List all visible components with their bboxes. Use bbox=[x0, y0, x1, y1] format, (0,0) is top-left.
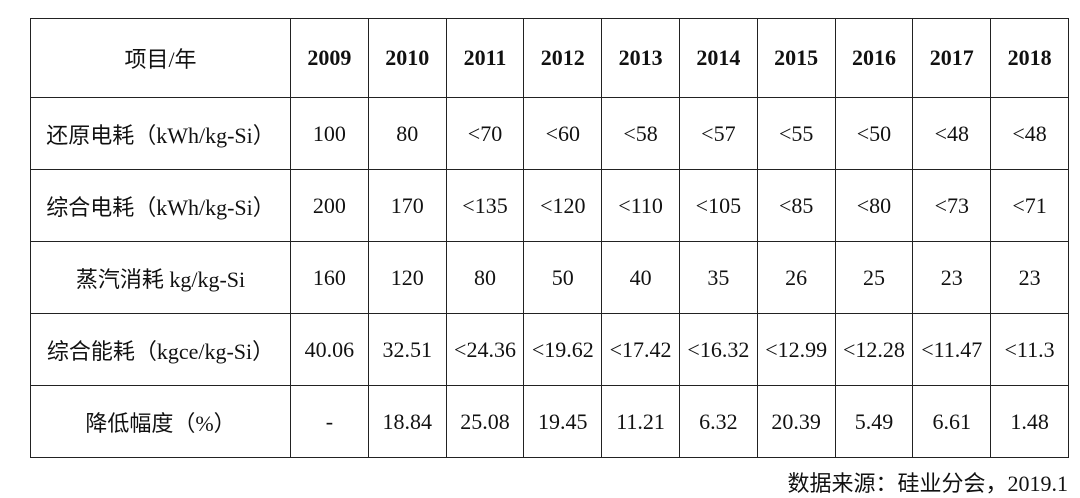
table-cell: 5.49 bbox=[834, 385, 914, 458]
table-row: 降低幅度（%） -18.84 25.08 19.45 11.21 6.32 20.39 5.4… bbox=[30, 385, 1069, 458]
header-cell: 项目/年 bbox=[30, 18, 291, 98]
table-cell: 50 bbox=[523, 241, 603, 314]
header-cell: 2016 bbox=[834, 18, 914, 98]
header-cell: 2015 bbox=[756, 18, 836, 98]
table-cell: <135 bbox=[445, 169, 525, 242]
row-label: 降低幅度（%） bbox=[30, 385, 291, 458]
table-cell: <17.42 bbox=[601, 313, 680, 386]
table-cell: 6.32 bbox=[678, 385, 758, 458]
header-cell: 2009 bbox=[290, 18, 369, 98]
table-cell: <71 bbox=[990, 169, 1069, 242]
table-cell: <120 bbox=[523, 169, 603, 242]
table-cell: <70 bbox=[445, 97, 525, 170]
table-cell: 200 bbox=[290, 169, 369, 242]
table-cell: <48 bbox=[912, 97, 992, 170]
table-cell: <110 bbox=[601, 169, 680, 242]
table-cell: 1.48 bbox=[990, 385, 1069, 458]
table-row: 还原电耗（kWh/kg-Si） 100 80 <70 <60 <58 <57 <55 <50 <4… bbox=[30, 97, 1069, 170]
table-cell: 25.08 bbox=[445, 385, 525, 458]
table-cell: 40.06 bbox=[290, 313, 369, 386]
header-cell: 2012 bbox=[523, 18, 603, 98]
table-cell: <19.62 bbox=[523, 313, 603, 386]
header-row: 项目/年 2009 2010 2011 2012 2013 2014 2015 2016 2017… bbox=[30, 18, 1069, 98]
table-cell: 25 bbox=[834, 241, 914, 314]
table-row: 蒸汽消耗 kg/kg-Si 160 120 80 50 40 35 26 25 23 23 bbox=[30, 241, 1069, 314]
row-label: 蒸汽消耗 kg/kg-Si bbox=[30, 241, 291, 314]
header-cell: 2013 bbox=[601, 18, 680, 98]
header-cell: 2018 bbox=[990, 18, 1069, 98]
row-label: 综合电耗（kWh/kg-Si） bbox=[30, 169, 291, 242]
table-cell: - bbox=[290, 385, 369, 458]
table-cell: <24.36 bbox=[445, 313, 525, 386]
table-cell: 170 bbox=[367, 169, 447, 242]
table-cell: 23 bbox=[990, 241, 1069, 314]
energy-table: 项目/年 2009 2010 2011 2012 2013 2014 2015 2016 2017… bbox=[30, 18, 1069, 458]
table-cell: <60 bbox=[523, 97, 603, 170]
table-cell: 160 bbox=[290, 241, 369, 314]
header-cell: 2010 bbox=[367, 18, 447, 98]
table-cell: 40 bbox=[601, 241, 680, 314]
table-cell: 20.39 bbox=[756, 385, 836, 458]
table-cell: 100 bbox=[290, 97, 369, 170]
table-cell: <58 bbox=[601, 97, 680, 170]
table-cell: <73 bbox=[912, 169, 992, 242]
row-label: 综合能耗（kgce/kg-Si） bbox=[30, 313, 291, 386]
row-label: 还原电耗（kWh/kg-Si） bbox=[30, 97, 291, 170]
table-cell: <11.47 bbox=[912, 313, 992, 386]
header-cell: 2014 bbox=[678, 18, 758, 98]
table-cell: 23 bbox=[912, 241, 992, 314]
table-cell: <57 bbox=[678, 97, 758, 170]
table-cell: 18.84 bbox=[367, 385, 447, 458]
table-cell: <50 bbox=[834, 97, 914, 170]
table-cell: 120 bbox=[367, 241, 447, 314]
table-cell: 11.21 bbox=[601, 385, 680, 458]
table-cell: <55 bbox=[756, 97, 836, 170]
table-cell: <85 bbox=[756, 169, 836, 242]
table-cell: 32.51 bbox=[367, 313, 447, 386]
table-cell: 19.45 bbox=[523, 385, 603, 458]
source-note: 数据来源：硅业分会，2019.1 bbox=[787, 471, 1068, 496]
table-cell: <16.32 bbox=[678, 313, 758, 386]
header-cell: 2017 bbox=[912, 18, 992, 98]
table-cell: <12.99 bbox=[756, 313, 836, 386]
table-cell: 26 bbox=[756, 241, 836, 314]
table-cell: 35 bbox=[678, 241, 758, 314]
table-row: 综合能耗（kgce/kg-Si） 40.06 32.51 <24.36 <19.62 <1… bbox=[30, 313, 1069, 386]
table-cell: 80 bbox=[367, 97, 447, 170]
table-cell: 6.61 bbox=[912, 385, 992, 458]
table-cell: <48 bbox=[990, 97, 1069, 170]
header-cell: 2011 bbox=[445, 18, 525, 98]
table-cell: <105 bbox=[678, 169, 758, 242]
table-cell: <80 bbox=[834, 169, 914, 242]
table-cell: 80 bbox=[445, 241, 525, 314]
table-cell: <11.3 bbox=[990, 313, 1069, 386]
table-cell: <12.28 bbox=[834, 313, 914, 386]
table-row: 综合电耗（kWh/kg-Si） 200 170 <135 <120 <110 <105 <85… bbox=[30, 169, 1069, 242]
